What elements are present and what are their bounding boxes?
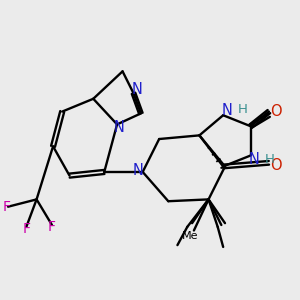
Text: H: H — [237, 103, 247, 116]
Text: F: F — [2, 200, 10, 214]
Text: N: N — [249, 152, 260, 166]
Text: O: O — [270, 104, 281, 119]
Text: N: N — [113, 120, 124, 135]
Text: H: H — [265, 153, 275, 167]
Text: O: O — [270, 158, 281, 173]
Text: N: N — [221, 103, 232, 118]
Text: N: N — [132, 82, 142, 97]
Text: N: N — [133, 163, 144, 178]
Text: F: F — [22, 222, 30, 236]
Text: F: F — [48, 220, 56, 234]
Text: Me: Me — [182, 231, 199, 241]
